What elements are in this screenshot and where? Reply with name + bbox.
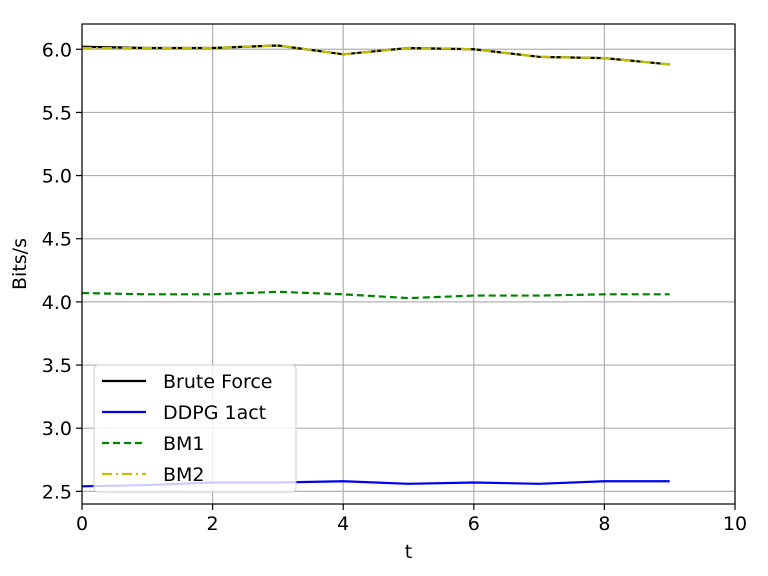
x-tick-label: 8 [598,513,610,535]
legend-label: DDPG 1act [163,402,266,424]
x-tick-label: 6 [468,513,480,535]
y-axis-label: Bits/s [9,238,31,290]
legend-label: BM1 [163,433,205,455]
y-tick-label: 5.5 [42,102,72,124]
legend: Brute Force DDPG 1act BM1 BM2 [93,364,297,493]
legend-frame [93,364,297,493]
x-tick-label: 0 [76,513,88,535]
plot-area-frame [81,23,736,505]
y-tick-label: 5.0 [42,166,72,188]
series-line-bm1 [81,290,670,300]
y-tick-label: 2.5 [42,481,72,503]
legend-label: Brute Force [163,371,272,393]
y-tick-label: 3.5 [42,355,72,377]
x-tick-label: 4 [337,513,349,535]
y-tick-label: 6.0 [42,39,72,61]
y-tick-label: 4.0 [42,292,72,314]
x-tick-label: 10 [723,513,747,535]
legend-label: BM2 [163,464,205,486]
series-line-bm2 [82,44,670,66]
y-tick-label: 3.0 [42,418,72,440]
x-axis-label: t [405,541,412,563]
y-tick-label: 4.5 [42,229,72,251]
x-tick-label: 2 [207,513,219,535]
x-axis-ticks: 0 2 4 6 8 10 [76,504,747,535]
y-axis-ticks: 2.5 3.0 3.5 4.0 4.5 5.0 5.5 6.0 [42,39,82,503]
